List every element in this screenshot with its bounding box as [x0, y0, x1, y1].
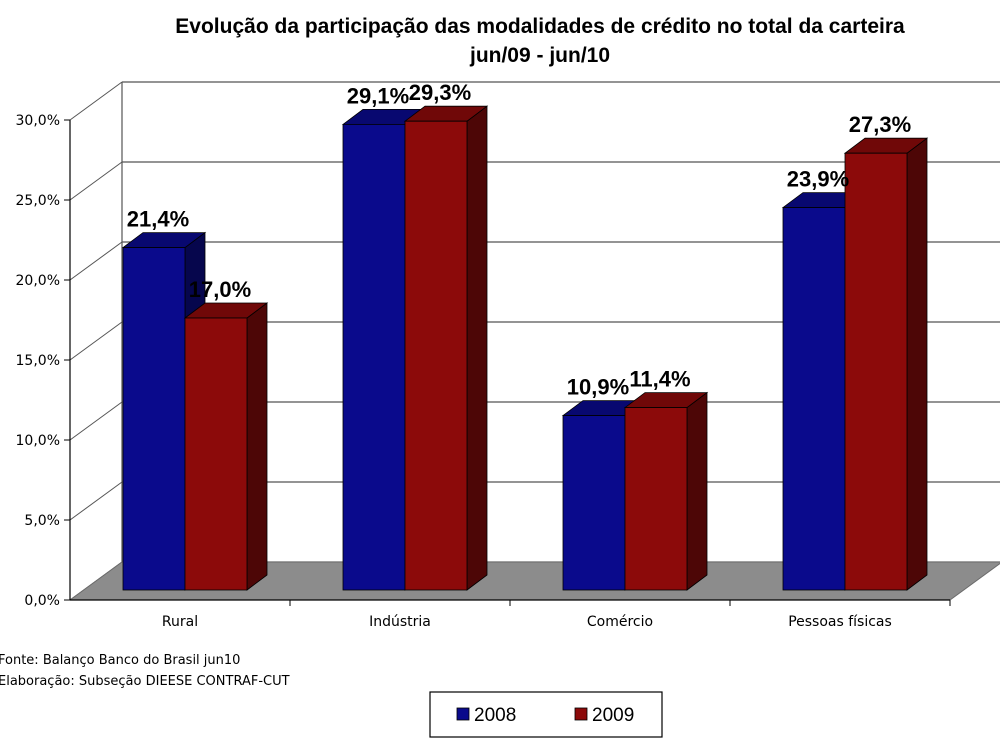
y-tick-label: 0,0% [24, 593, 60, 609]
category-label: Rural [162, 614, 198, 630]
data-labels: 21,4% 17,0% 29,1% 29,3% 10,9% 11,4% 23,9% 27,3% [127, 80, 911, 399]
bar-2009-rural [183, 302, 269, 591]
data-label: 10,9% [567, 375, 629, 400]
data-label: 29,1% [347, 83, 409, 108]
category-label: Indústria [369, 614, 431, 630]
bar-side [906, 137, 928, 591]
gridline-side [69, 401, 123, 441]
y-tick-label: 10,0% [16, 433, 60, 449]
gridline-side [69, 321, 123, 361]
bars [121, 105, 929, 591]
category-label: Pessoas físicas [788, 614, 892, 630]
legend-swatch [574, 707, 588, 721]
data-label: 11,4% [629, 367, 690, 392]
data-label: 27,3% [849, 112, 911, 137]
bar-front [782, 207, 846, 591]
chart-title: Evolução da participação das modalidades… [175, 15, 905, 38]
y-tick-label: 15,0% [16, 353, 60, 369]
data-label: 23,9% [787, 167, 849, 192]
bar-side [686, 391, 708, 591]
source-note: Fonte: Balanço Banco do Brasil jun10 [0, 653, 240, 668]
bar-front [562, 415, 626, 591]
legend-swatch [456, 707, 470, 721]
chart-subtitle: jun/09 - jun/10 [469, 44, 610, 67]
gridline-side [69, 81, 123, 121]
gridline-side [69, 161, 123, 201]
y-tick-label: 30,0% [16, 113, 60, 129]
bar-front [184, 317, 248, 591]
y-tick-label: 25,0% [16, 193, 60, 209]
elaboration-note: Elaboração: Subseção DIEESE CONTRAF-CUT [0, 674, 290, 689]
data-label: 21,4% [127, 207, 189, 232]
bar-front [404, 120, 468, 591]
legend: 2008 2009 [429, 691, 663, 738]
bar-side [246, 302, 268, 591]
bar-front [624, 407, 688, 591]
bar-2009-indústria [403, 105, 489, 591]
category-label: Comércio [587, 614, 653, 630]
x-axis: Rural Indústria Comércio Pessoas físicas [162, 614, 892, 630]
bar-front [342, 124, 406, 591]
y-axis: 0,0% 5,0% 10,0% 15,0% 20,0% 25,0% 30,0% [16, 113, 951, 609]
bar-front [844, 152, 908, 591]
legend-label: 2009 [592, 705, 634, 726]
bar-side [466, 105, 488, 591]
data-label: 29,3% [409, 80, 471, 105]
data-label: 17,0% [189, 277, 251, 302]
bar-2009-pessoas-físicas [843, 137, 929, 591]
legend-label: 2008 [474, 705, 516, 726]
y-tick-label: 20,0% [16, 273, 60, 289]
bar-2009-comércio [623, 391, 709, 591]
gridline-side [69, 481, 123, 521]
y-tick-label: 5,0% [24, 513, 60, 529]
gridline-side [69, 241, 123, 281]
bar-front [122, 247, 186, 591]
